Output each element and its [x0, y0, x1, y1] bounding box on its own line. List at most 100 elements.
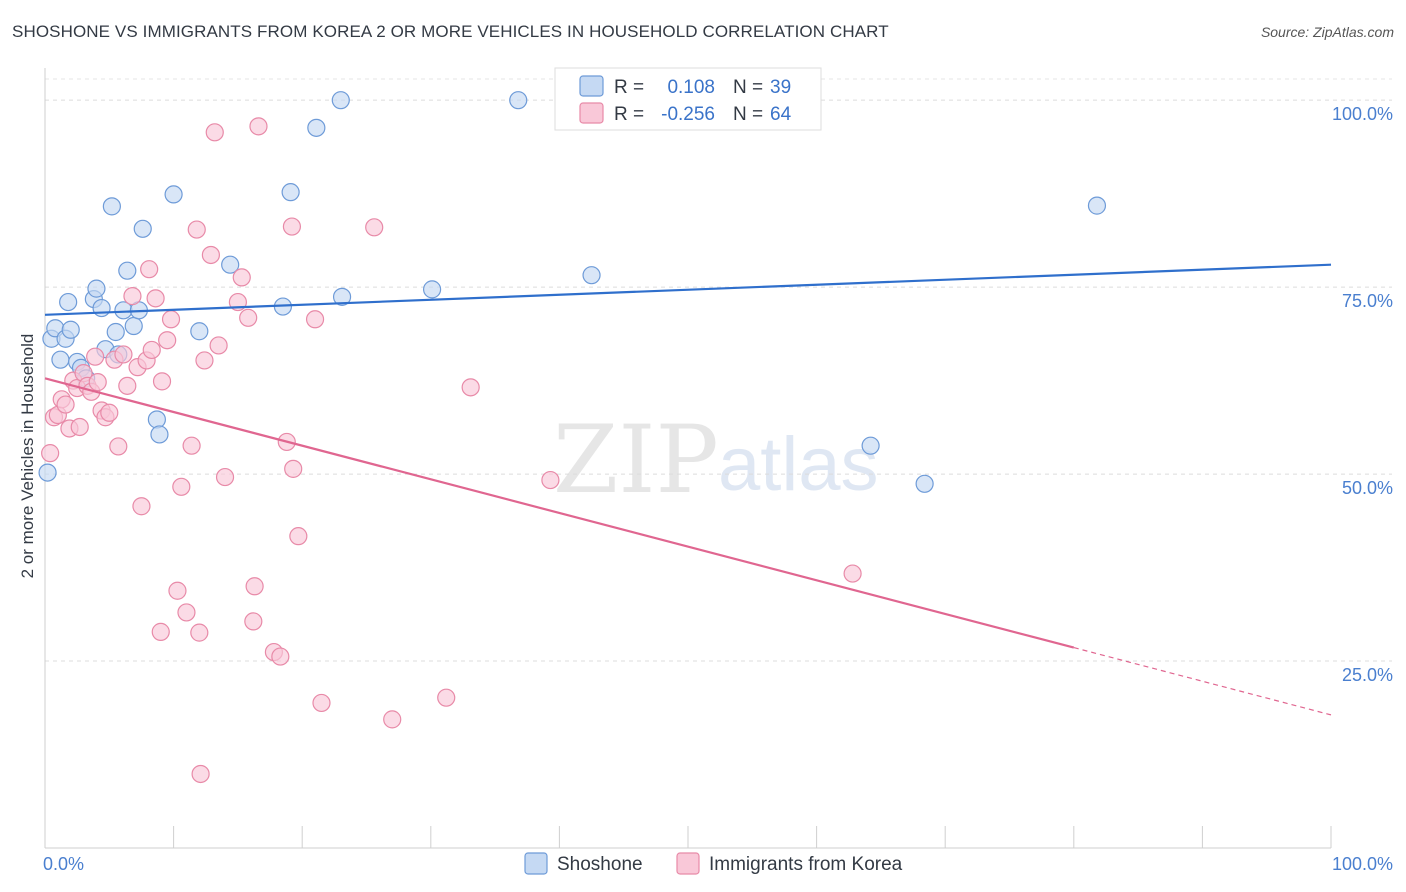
korea-point [88, 373, 107, 392]
korea-point [70, 417, 89, 437]
x-tick-labels: 0.0% 100.0% [43, 854, 1393, 874]
korea-trend-line [44, 377, 1075, 649]
shoshone-point [87, 279, 106, 298]
korea-point [142, 340, 161, 360]
legend-n-label: N = [733, 77, 763, 98]
korea-point [289, 527, 308, 546]
y-tick-labels: 25.0% 50.0% 75.0% 100.0% [1332, 104, 1393, 685]
watermark-atlas: atlas [718, 422, 879, 507]
korea-point [541, 470, 560, 490]
shoshone-point [332, 287, 352, 306]
shoshone-point [331, 91, 350, 110]
korea-point [461, 378, 480, 397]
korea-trend-extension [1073, 647, 1332, 716]
shoshone-trend-line [44, 263, 1332, 316]
y-tick-label: 50.0% [1342, 478, 1393, 498]
korea-point [365, 218, 384, 237]
legend-r-label: R = [614, 77, 644, 98]
korea-point [123, 287, 142, 306]
shoshone-point [59, 292, 78, 312]
korea-point [305, 310, 325, 329]
korea-point [437, 688, 456, 707]
shoshone-point [38, 463, 57, 482]
legend-r-shoshone: 0.108 [667, 77, 715, 98]
shoshone-point [147, 410, 166, 429]
x-tick-label: 0.0% [43, 854, 84, 874]
korea-point [383, 710, 402, 729]
korea-point [195, 351, 214, 370]
watermark-zip: ZIP [553, 406, 719, 515]
y-tick-label: 25.0% [1342, 665, 1393, 685]
data-points [38, 91, 1107, 784]
legend-n-label: N = [733, 104, 763, 125]
shoshone-point [281, 183, 300, 202]
shoshone-point [150, 425, 169, 444]
shoshone-point [861, 436, 880, 455]
shoshone-point [307, 118, 326, 137]
korea-point [312, 693, 331, 713]
shoshone-point [422, 280, 442, 299]
shoshone-point [102, 197, 121, 216]
korea-point [109, 437, 128, 456]
korea-point [182, 436, 201, 455]
series-legend: Shoshone Immigrants from Korea [524, 852, 903, 875]
korea-point [843, 564, 862, 583]
korea-point [201, 245, 220, 265]
korea-point [151, 622, 170, 641]
y-axis-label: 2 or more Vehicles in Household [18, 334, 37, 579]
series-legend-shoshone: Shoshone [557, 854, 643, 875]
korea-point [284, 459, 303, 478]
shoshone-point [1087, 196, 1107, 215]
korea-point [271, 647, 290, 666]
korea-point [205, 123, 224, 142]
korea-point [249, 117, 268, 136]
gridlines [45, 78, 1392, 662]
korea-point [187, 220, 206, 239]
shoshone-point [92, 298, 111, 318]
shoshone-point [124, 316, 143, 336]
korea-point [140, 260, 159, 279]
shoshone-point [221, 255, 240, 274]
legend-swatch-korea [579, 102, 604, 124]
korea-point [239, 308, 258, 327]
y-tick-label: 100.0% [1332, 104, 1393, 124]
legend-swatch-shoshone [579, 75, 604, 97]
korea-point [190, 623, 209, 642]
y-tick-label: 75.0% [1342, 291, 1393, 311]
series-legend-korea: Immigrants from Korea [709, 854, 903, 875]
korea-point [191, 764, 210, 784]
shoshone-point [582, 266, 601, 285]
korea-point [114, 345, 133, 364]
legend-n-shoshone: 39 [770, 77, 791, 98]
korea-point [152, 372, 172, 391]
shoshone-point [133, 219, 152, 238]
legend-n-korea: 64 [770, 104, 792, 125]
shoshone-point [509, 91, 528, 110]
trend-lines [44, 263, 1332, 716]
shoshone-point [190, 322, 209, 341]
korea-point [118, 376, 137, 395]
korea-point [100, 403, 119, 422]
korea-point [146, 289, 165, 308]
source-credit: Source: ZipAtlas.com [1260, 24, 1394, 40]
x-tick-label: 100.0% [1332, 854, 1393, 874]
legend-r-korea: -0.256 [661, 104, 715, 125]
series-legend-swatch-shoshone [524, 852, 548, 875]
korea-point [282, 217, 302, 236]
korea-point [244, 612, 263, 631]
legend-r-label: R = [614, 104, 644, 125]
korea-point [132, 497, 151, 516]
shoshone-point [61, 320, 80, 339]
korea-point [86, 347, 105, 366]
chart-title: SHOSHONE VS IMMIGRANTS FROM KOREA 2 OR M… [12, 22, 889, 41]
shoshone-point [118, 261, 137, 280]
korea-point [56, 395, 75, 414]
korea-point [215, 467, 235, 487]
shoshone-point [915, 474, 934, 493]
korea-point [41, 444, 60, 463]
shoshone-point [106, 322, 125, 342]
shoshone-point [51, 350, 70, 369]
korea-point [158, 331, 177, 350]
korea-point [245, 577, 264, 596]
